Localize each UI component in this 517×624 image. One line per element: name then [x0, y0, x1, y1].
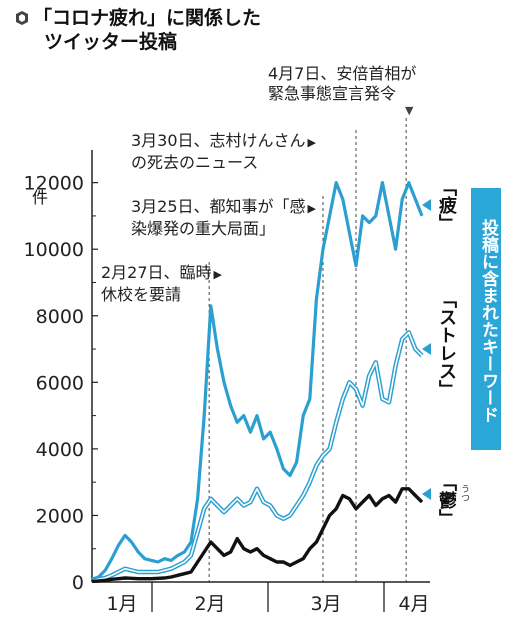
- annotation-apr7-arrow: ▼: [405, 104, 414, 117]
- title-line2: ツイッター投稿: [44, 31, 178, 53]
- x-month-label: 2月: [194, 593, 225, 615]
- annotation-mar30: 3月30日、志村けんさん ▶ の死去のニュース: [131, 131, 316, 173]
- x-month-label: 1月: [106, 593, 137, 615]
- annotation-mar30-arrow: ▶: [307, 136, 317, 149]
- x-month-label: 4月: [398, 593, 429, 615]
- annotation-apr7-line2: 緊急事態宣言発令: [268, 84, 397, 103]
- fatigue-pointer-icon: [422, 199, 431, 211]
- keyword-stress: 「ストレス」: [436, 290, 457, 398]
- chart-title: 「コロナ疲れ」に関係した ツイッター投稿: [14, 6, 261, 54]
- keyword-depression-ruby: うつ: [459, 484, 469, 502]
- y-tick-label: 4000: [36, 439, 84, 461]
- y-tick-label: 8000: [36, 306, 84, 328]
- y-unit-label: 件: [32, 188, 49, 207]
- series-line-depression: [91, 487, 424, 583]
- annotation-mar30-line1: 3月30日、志村けんさん: [131, 131, 306, 150]
- annotation-mar25-arrow: ▶: [307, 202, 317, 215]
- depression-pointer-icon: [422, 488, 431, 500]
- x-month-label: 3月: [310, 593, 341, 615]
- annotation-feb27-arrow: ▶: [213, 268, 223, 281]
- annotation-mar25-line1: 3月25日、都知事が「感: [131, 197, 306, 216]
- news-bullet-icon: [16, 11, 28, 25]
- annotation-mar25: 3月25日、都知事が「感 ▶ 染爆発の重大局面」: [131, 197, 316, 239]
- y-tick-label: 0: [72, 572, 84, 594]
- stress-pointer-icon: [422, 343, 431, 355]
- series-line-fatigue: [91, 181, 424, 581]
- keyword-fatigue: 「疲」: [436, 178, 457, 232]
- annotation-feb27-line2: 休校を要請: [101, 285, 182, 304]
- keyword-depression: 「鬱」: [436, 473, 457, 527]
- annotation-apr7: 4月7日、安倍首相が 緊急事態宣言発令: [268, 64, 416, 104]
- y-tick-label: 6000: [36, 372, 84, 394]
- y-tick-label: 12000: [24, 173, 84, 195]
- annotation-feb27-line1: 2月27日、臨時: [101, 263, 212, 282]
- annotation-mar30-line2: の死去のニュース: [131, 153, 259, 172]
- title-line1: 「コロナ疲れ」に関係した: [33, 7, 262, 29]
- annotation-apr7-line1: 4月7日、安倍首相が: [268, 64, 417, 83]
- series-line-stress-inner: [91, 331, 423, 582]
- annotation-feb27: 2月27日、臨時 ▶ 休校を要請: [101, 263, 222, 305]
- y-tick-label: 2000: [36, 505, 84, 527]
- y-tick-label: 10000: [24, 239, 84, 261]
- keyword-legend-box: 投稿に含まれたキーワード: [471, 188, 501, 450]
- annotation-mar25-line2: 染爆発の重大局面」: [131, 219, 276, 238]
